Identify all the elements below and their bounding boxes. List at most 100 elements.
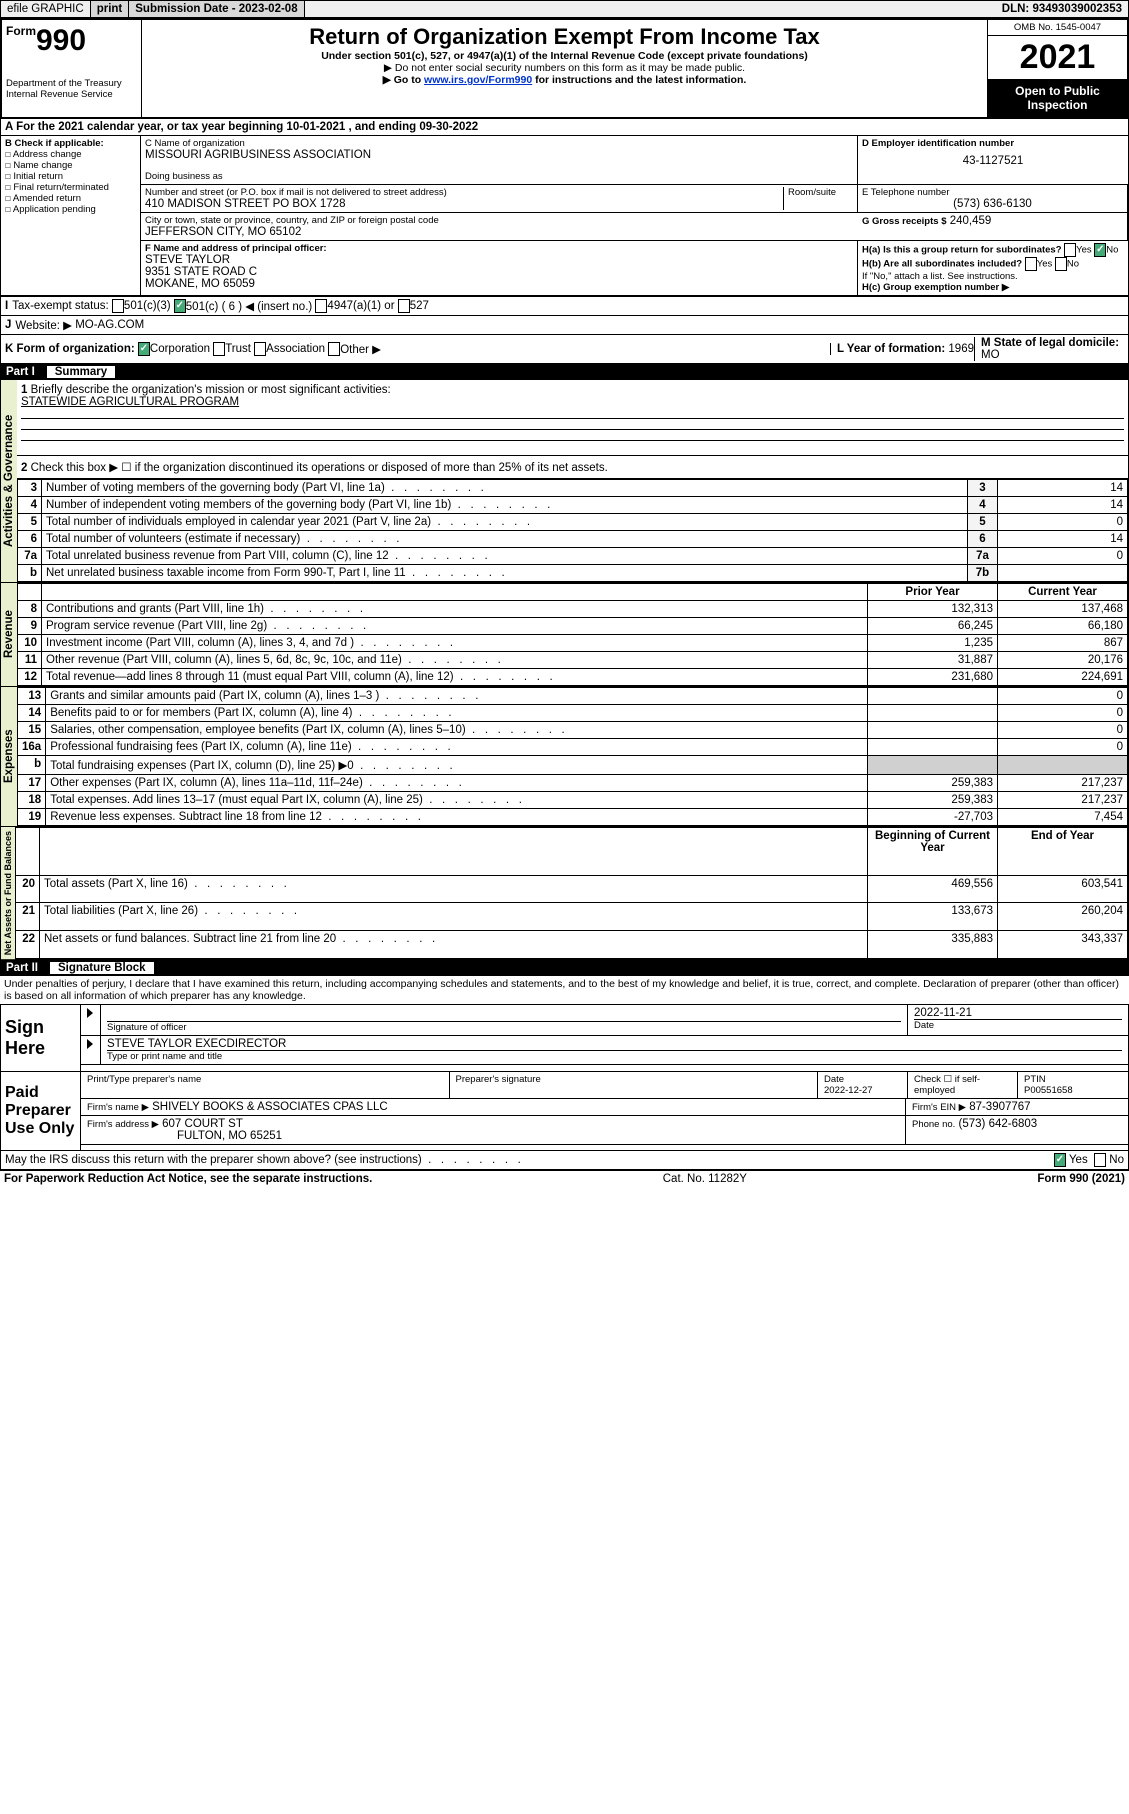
table-row: 6Total number of volunteers (estimate if… (18, 531, 1128, 548)
sig-date-label: Date (914, 1019, 1122, 1031)
k-trust-checkbox[interactable] (213, 342, 225, 356)
discuss-no-checkbox[interactable] (1094, 1153, 1106, 1167)
k-label: K Form of organization: (5, 343, 135, 355)
ptin-label: PTIN (1024, 1074, 1046, 1085)
netassets-table: Beginning of Current YearEnd of Year20To… (15, 827, 1128, 959)
section-h: H(a) Is this a group return for subordin… (858, 241, 1128, 296)
table-row: bTotal fundraising expenses (Part IX, co… (18, 756, 1128, 775)
b-opt-6[interactable]: ☐ Application pending (5, 204, 136, 215)
ha-label: H(a) Is this a group return for subordin… (862, 245, 1062, 256)
c-label: C Name of organization (145, 138, 853, 149)
officer-name: STEVE TAYLOR (145, 254, 853, 266)
paid-preparer-label: Paid Preparer Use Only (1, 1072, 81, 1150)
line1-text: STATEWIDE AGRICULTURAL PROGRAM (21, 396, 1124, 408)
submission-date-button[interactable]: Submission Date - 2023-02-08 (129, 1, 304, 17)
prep-date-label: Date (824, 1074, 844, 1085)
ha-no-checkbox[interactable]: ✓ (1094, 243, 1106, 257)
table-row: 13Grants and similar amounts paid (Part … (18, 688, 1128, 705)
table-row: 16aProfessional fundraising fees (Part I… (18, 739, 1128, 756)
table-row: 15Salaries, other compensation, employee… (18, 722, 1128, 739)
b-opt-4[interactable]: ☐ Final return/terminated (5, 182, 136, 193)
ptin-value: P00551658 (1024, 1085, 1073, 1096)
sign-here-block: Sign Here Signature of officer 2022-11-2… (0, 1004, 1129, 1072)
e-label: E Telephone number (862, 187, 1123, 198)
table-row: 9Program service revenue (Part VIII, lin… (18, 618, 1128, 635)
i-4947-checkbox[interactable] (315, 299, 327, 313)
instructions-link[interactable]: www.irs.gov/Form990 (424, 74, 532, 86)
row-klm: K Form of organization: ✓ Corporation Tr… (0, 335, 1129, 364)
table-row: 14Benefits paid to or for members (Part … (18, 705, 1128, 722)
d-label: D Employer identification number (862, 138, 1124, 149)
part-i-header: Part I Summary (0, 364, 1129, 380)
tab-expenses: Expenses (1, 687, 17, 826)
goto-pre: ▶ Go to (383, 74, 424, 86)
website-value: MO-AG.COM (75, 319, 144, 331)
dln-label: DLN: 93493039002353 (996, 1, 1128, 17)
i-527-checkbox[interactable] (398, 299, 410, 313)
table-row: 22Net assets or fund balances. Subtract … (16, 931, 1128, 959)
k-corp-checkbox[interactable]: ✓ (138, 342, 150, 356)
row-i: I Tax-exempt status: 501(c)(3) ✓ 501(c) … (0, 297, 1129, 316)
room-label: Room/suite (788, 187, 853, 198)
b-opt-2[interactable]: ☐ Name change (5, 160, 136, 171)
firm-name-label: Firm's name ▶ (87, 1102, 149, 1113)
subtitle-3: ▶ Go to www.irs.gov/Form990 for instruct… (150, 74, 979, 86)
firm-phone-label: Phone no. (912, 1119, 955, 1130)
k-other-checkbox[interactable] (328, 342, 340, 356)
dept-label: Department of the Treasury Internal Reve… (6, 78, 137, 100)
g-label: G Gross receipts $ (862, 216, 946, 227)
open-inspection-label: Open to Public Inspection (988, 80, 1127, 117)
omb-label: OMB No. 1545-0047 (988, 20, 1127, 36)
row-j: J Website: ▶ MO-AG.COM (0, 316, 1129, 335)
hb-no-checkbox[interactable] (1055, 257, 1067, 271)
firm-phone-value: (573) 642-6803 (959, 1118, 1038, 1130)
l-label: L Year of formation: (837, 343, 945, 355)
addr-label: Number and street (or P.O. box if mail i… (145, 187, 783, 198)
officer-name-value: STEVE TAYLOR EXECDIRECTOR (107, 1038, 1122, 1050)
discuss-label: May the IRS discuss this return with the… (5, 1154, 521, 1166)
b-opt-3[interactable]: ☐ Initial return (5, 171, 136, 182)
tab-netassets: Net Assets or Fund Balances (1, 827, 15, 959)
b-opt-1[interactable]: ☐ Address change (5, 149, 136, 160)
expenses-table: 13Grants and similar amounts paid (Part … (17, 687, 1128, 826)
form-label: Form 990 (2021) (1037, 1173, 1125, 1185)
print-button[interactable]: print (91, 1, 130, 17)
ha-yes-checkbox[interactable] (1064, 243, 1076, 257)
phone-value: (573) 636-6130 (862, 198, 1123, 210)
title-block: Form990 Department of the Treasury Inter… (0, 18, 1129, 119)
sig-date-value: 2022-11-21 (914, 1007, 1122, 1019)
period-row: A For the 2021 calendar year, or tax yea… (0, 119, 1129, 136)
table-row: 10Investment income (Part VIII, column (… (18, 635, 1128, 652)
k-assoc-checkbox[interactable] (254, 342, 266, 356)
form-number: Form990 (6, 24, 137, 58)
discuss-row: May the IRS discuss this return with the… (0, 1151, 1129, 1170)
table-row: 18Total expenses. Add lines 13–17 (must … (18, 792, 1128, 809)
sig-officer-label: Signature of officer (107, 1021, 901, 1033)
efile-label: efile GRAPHIC (1, 1, 91, 17)
firm-name-value: SHIVELY BOOKS & ASSOCIATES CPAS LLC (152, 1101, 388, 1113)
discuss-yes-checkbox[interactable]: ✓ (1054, 1153, 1066, 1167)
table-row: 4Number of independent voting members of… (18, 497, 1128, 514)
no-label: No (1106, 245, 1118, 256)
org-name: MISSOURI AGRIBUSINESS ASSOCIATION (145, 149, 853, 161)
subtitle-1: Under section 501(c), 527, or 4947(a)(1)… (150, 50, 979, 62)
tab-revenue: Revenue (1, 583, 17, 686)
state-domicile: MO (981, 349, 1000, 361)
tax-year: 2021 (988, 36, 1127, 80)
governance-table: 3Number of voting members of the governi… (17, 479, 1128, 582)
b-opt-5[interactable]: ☐ Amended return (5, 193, 136, 204)
firm-addr2: FULTON, MO 65251 (177, 1130, 282, 1142)
table-row: 21Total liabilities (Part X, line 26)133… (16, 903, 1128, 931)
triangle-icon (87, 1039, 93, 1049)
hb-yes-checkbox[interactable] (1025, 257, 1037, 271)
city-label: City or town, state or province, country… (145, 215, 854, 226)
i-501c3-checkbox[interactable] (112, 299, 124, 313)
gross-value: 240,459 (950, 215, 992, 227)
part-ii-name: Signature Block (50, 962, 154, 974)
top-toolbar: efile GRAPHIC print Submission Date - 20… (0, 0, 1129, 18)
form-no: 990 (36, 24, 86, 57)
m-label: M State of legal domicile: (981, 337, 1119, 349)
sign-here-label: Sign Here (1, 1005, 81, 1071)
b-label: B Check if applicable: (5, 138, 136, 149)
i-501c-checkbox[interactable]: ✓ (174, 299, 186, 313)
